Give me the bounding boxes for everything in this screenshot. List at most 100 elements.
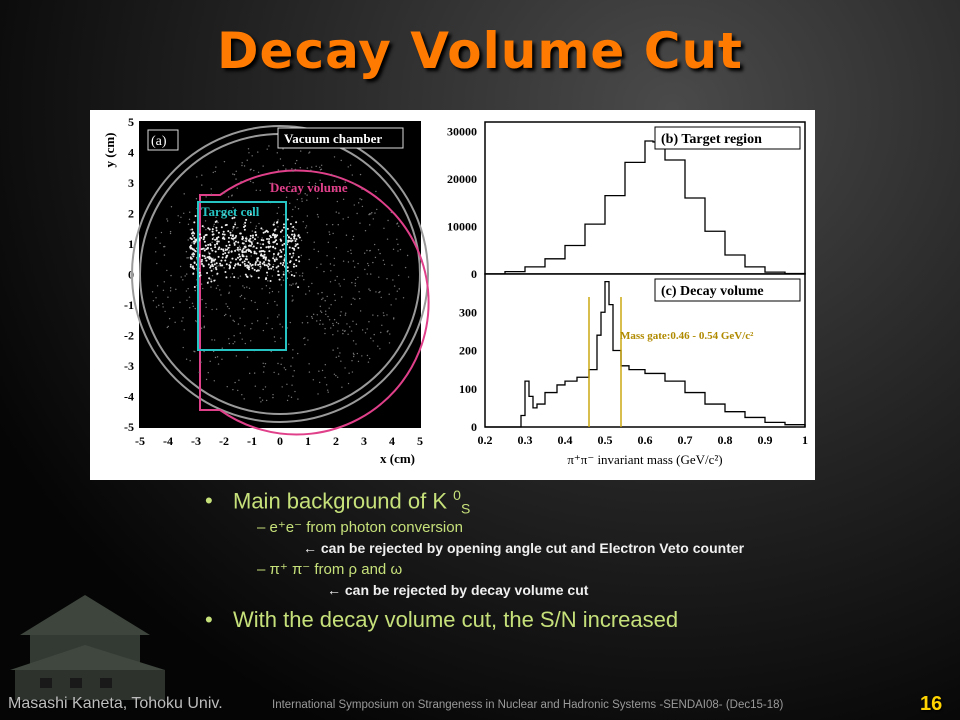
scatter-point <box>205 228 207 231</box>
bullet-sn-increase: • With the decay volume cut, the S/N inc… <box>205 606 679 632</box>
scatter-point <box>308 290 311 292</box>
scatter-point <box>295 221 298 224</box>
scatter-point <box>294 206 297 208</box>
scatter-point <box>262 388 264 391</box>
scatter-point <box>282 248 285 251</box>
scatter-point <box>262 231 265 234</box>
panel-a-xtick-label: 0 <box>277 434 283 448</box>
scatter-point <box>301 275 304 277</box>
scatter-point <box>353 183 355 185</box>
scatter-point <box>189 360 191 362</box>
scatter-point <box>231 273 234 275</box>
scatter-point <box>233 216 236 219</box>
scatter-point <box>215 229 218 232</box>
scatter-point <box>261 262 264 265</box>
scatter-point <box>193 285 196 288</box>
scatter-point <box>286 227 289 230</box>
scatter-point <box>269 236 272 239</box>
scatter-point <box>299 167 302 169</box>
scatter-point <box>304 337 306 339</box>
scatter-point <box>204 257 207 260</box>
scatter-point <box>328 231 330 233</box>
scatter-point <box>333 189 336 191</box>
scatter-point <box>229 315 232 317</box>
panel-a-ytick-label: -2 <box>124 329 134 343</box>
scatter-point <box>379 252 381 255</box>
scatter-point <box>233 173 236 176</box>
scatter-point <box>296 198 298 201</box>
scatter-point <box>212 171 214 174</box>
scatter-point <box>269 287 271 290</box>
scatter-point <box>266 237 269 240</box>
scatter-point <box>256 242 259 245</box>
panel-a-ytick-label: 3 <box>128 176 134 190</box>
scatter-point <box>253 372 256 374</box>
scatter-point <box>323 270 325 273</box>
scatter-point <box>257 151 259 153</box>
scatter-point <box>212 236 215 239</box>
scatter-point <box>235 227 238 229</box>
scatter-point <box>163 254 166 256</box>
scatter-point <box>220 226 223 229</box>
scatter-point <box>354 298 356 300</box>
scatter-point <box>235 170 237 173</box>
panel-a-ytick-label: 5 <box>128 115 134 129</box>
scatter-point <box>279 262 282 265</box>
scatter-point <box>215 166 217 168</box>
scatter-point <box>212 268 215 270</box>
scatter-point <box>337 322 340 325</box>
scatter-point <box>213 263 216 266</box>
scatter-point <box>276 152 278 154</box>
scatter-point <box>317 293 319 295</box>
scatter-point <box>244 221 247 224</box>
scatter-point <box>195 198 198 200</box>
scatter-point <box>307 285 310 288</box>
scatter-point <box>310 316 313 318</box>
scatter-point <box>345 234 348 236</box>
scatter-point <box>203 255 206 258</box>
scatter-point <box>207 263 210 266</box>
scatter-point <box>326 255 328 257</box>
scatter-point <box>332 322 334 325</box>
scatter-point <box>306 167 309 169</box>
scatter-point <box>227 240 230 243</box>
scatter-point <box>193 267 196 270</box>
scatter-point <box>195 320 197 322</box>
xtick-label: 1 <box>802 433 808 447</box>
scatter-point <box>276 316 279 318</box>
scatter-point <box>291 215 293 218</box>
scatter-point <box>187 223 190 226</box>
scatter-point <box>211 263 214 266</box>
scatter-point <box>256 320 259 322</box>
scatter-point <box>189 265 192 268</box>
scatter-point <box>289 222 292 225</box>
scatter-point <box>192 231 195 234</box>
scatter-point <box>316 266 318 269</box>
scatter-point <box>226 248 229 251</box>
scatter-point <box>386 278 388 280</box>
scatter-point <box>221 358 223 361</box>
scatter-point <box>306 315 308 318</box>
scatter-point <box>241 235 244 238</box>
scatter-point <box>330 327 332 329</box>
scatter-point <box>248 244 251 247</box>
scatter-point <box>238 379 240 381</box>
scatter-point <box>262 239 265 242</box>
scatter-point <box>248 266 251 269</box>
scatter-point <box>156 285 159 287</box>
scatter-point <box>263 253 266 256</box>
vacuum-chamber-outer <box>131 125 429 423</box>
scatter-point <box>354 282 356 285</box>
scatter-point <box>346 323 348 325</box>
scatter-point <box>262 371 265 373</box>
histogram-line <box>485 281 806 428</box>
scatter-point <box>201 225 204 228</box>
scatter-point <box>292 299 294 301</box>
bullet-sup: 0 <box>453 487 461 503</box>
scatter-point <box>395 298 397 300</box>
scatter-point <box>249 169 252 171</box>
scatter-point <box>336 376 339 379</box>
scatter-point <box>155 251 157 253</box>
histogram-line <box>485 140 806 275</box>
scatter-point <box>215 220 218 223</box>
